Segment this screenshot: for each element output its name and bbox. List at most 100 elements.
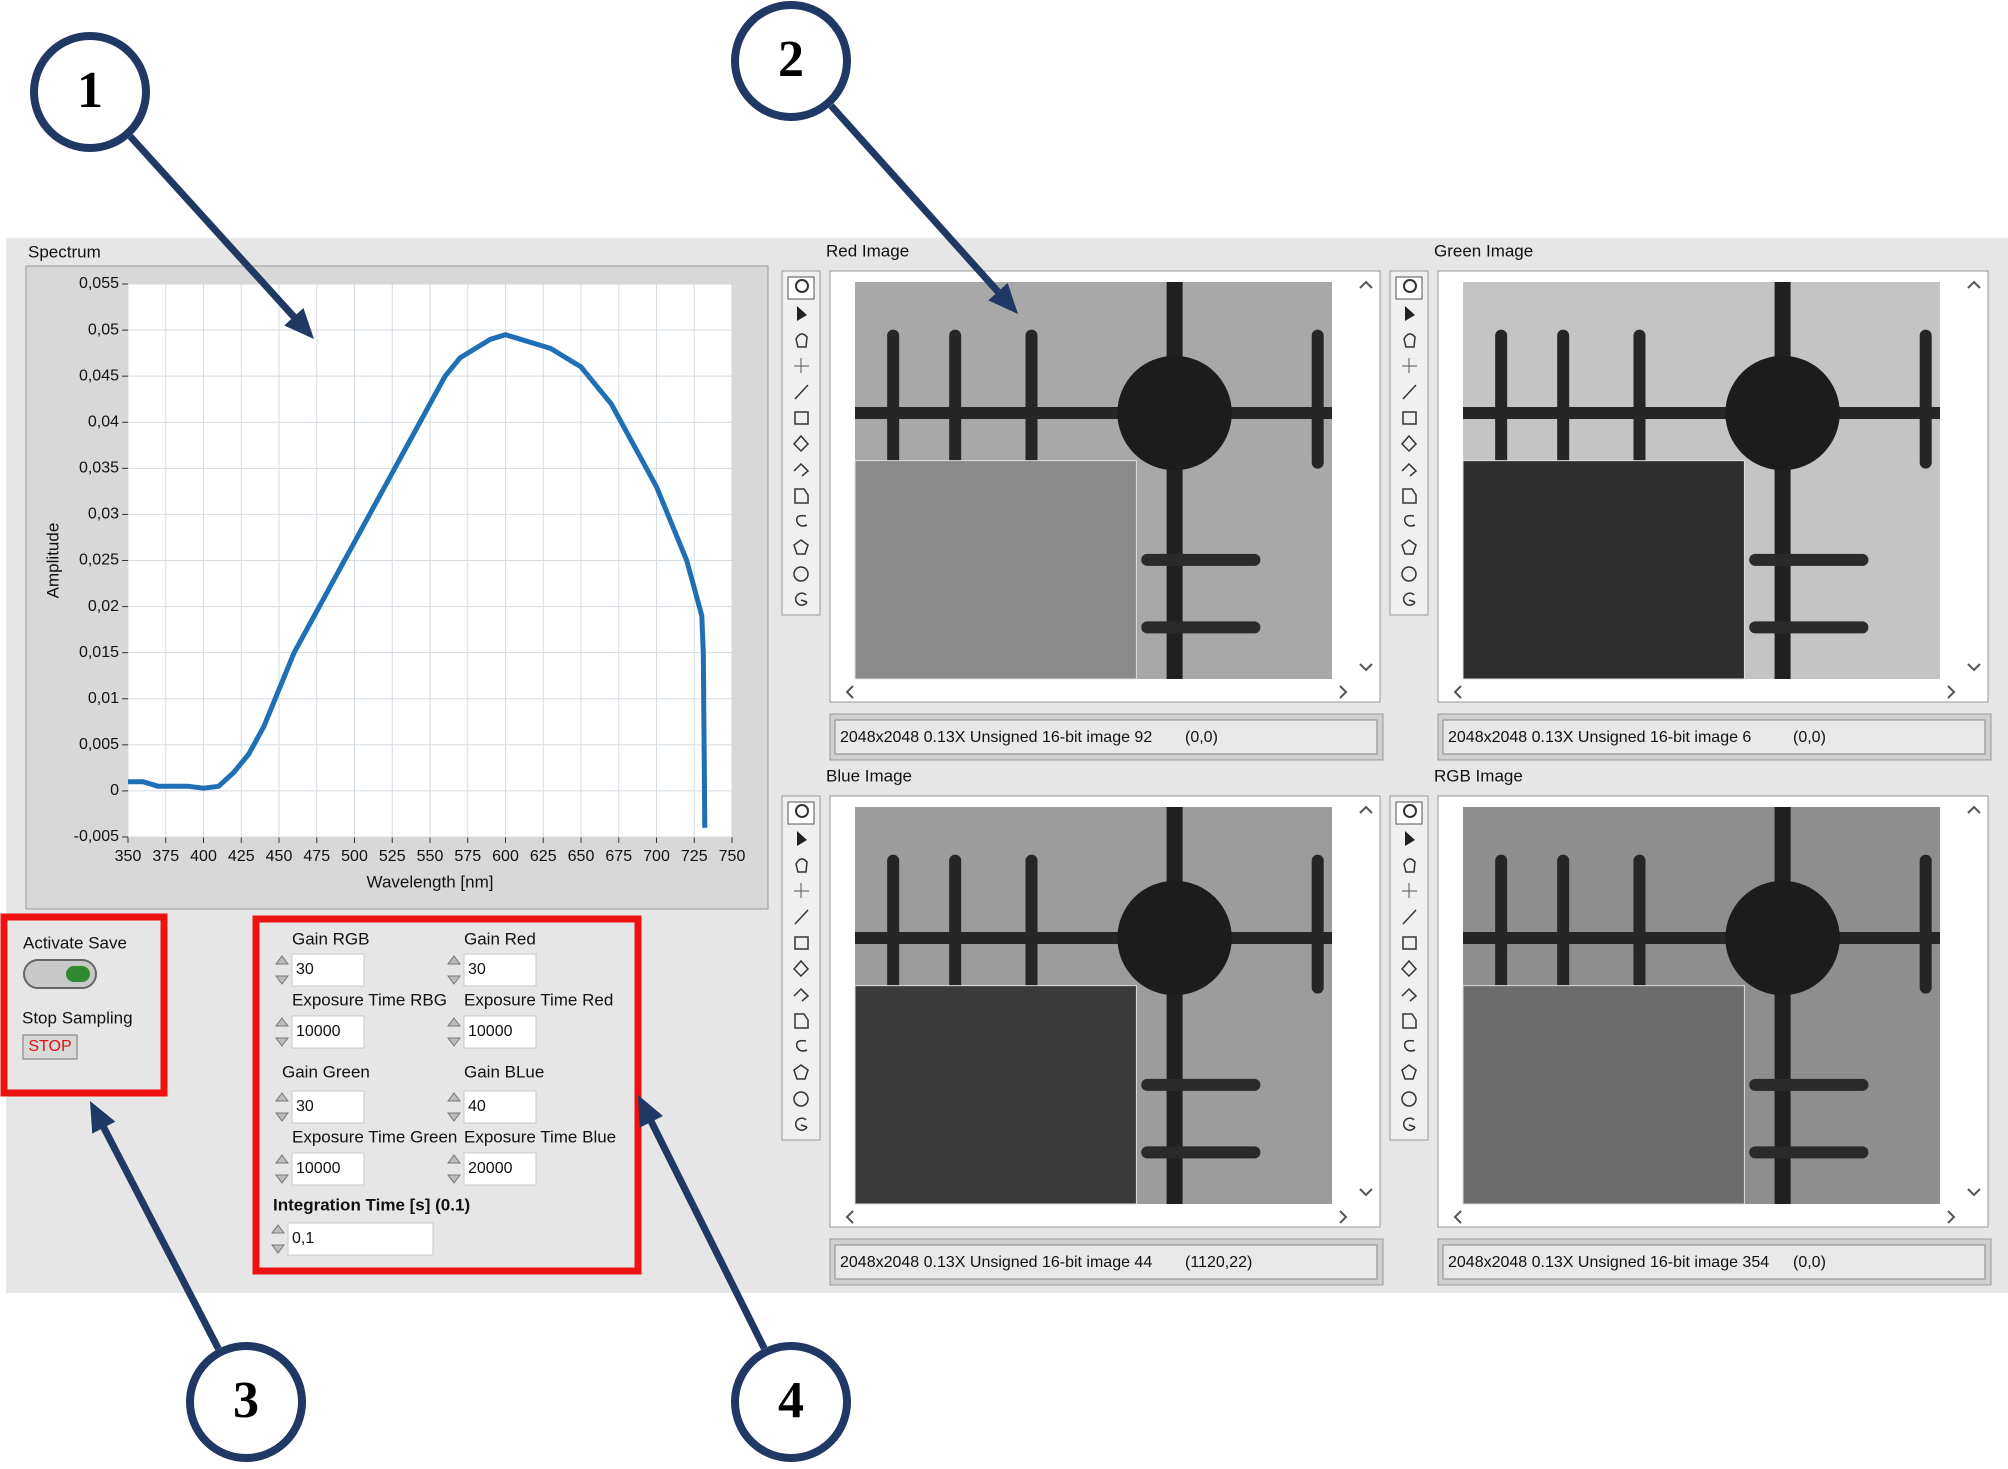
tool-button[interactable] [788, 407, 814, 429]
scroll-down[interactable] [1967, 1188, 1981, 1197]
image-tick [1141, 1146, 1261, 1159]
numeric-input[interactable] [291, 1015, 365, 1049]
spinner[interactable] [275, 1092, 289, 1122]
tool-button[interactable] [788, 854, 814, 876]
image-title: Green Image [1434, 241, 1533, 260]
numeric-input[interactable] [291, 1090, 365, 1124]
tool-button[interactable] [788, 1062, 814, 1084]
image-title: Blue Image [826, 766, 912, 785]
scroll-right[interactable] [1947, 685, 1956, 699]
scroll-left[interactable] [1453, 1210, 1462, 1224]
tool-button[interactable] [788, 511, 814, 533]
image-tick [1919, 854, 1932, 994]
scroll-down[interactable] [1359, 1188, 1373, 1197]
image-title: Red Image [826, 241, 909, 260]
image-horizontal-line [1463, 932, 1940, 945]
image-tick [1919, 329, 1932, 469]
numeric-input[interactable] [463, 1015, 537, 1049]
tool-button[interactable] [788, 563, 814, 585]
tool-icon [1401, 539, 1417, 555]
spinner[interactable] [275, 1154, 289, 1184]
tool-button[interactable] [788, 459, 814, 481]
tool-button[interactable] [788, 329, 814, 351]
tool-icon [794, 488, 809, 504]
image-dot [1725, 355, 1840, 471]
callout-circle [186, 1342, 306, 1462]
tool-button[interactable] [1396, 1036, 1422, 1058]
tool-button[interactable] [788, 984, 814, 1006]
status-bar [834, 1244, 1378, 1280]
spinner[interactable] [447, 1092, 461, 1122]
scroll-right[interactable] [1339, 685, 1348, 699]
tool-button[interactable] [1396, 984, 1422, 1006]
status-bar [1442, 719, 1986, 755]
numeric-input[interactable] [291, 953, 365, 987]
scroll-left[interactable] [845, 1210, 854, 1224]
scroll-down[interactable] [1967, 663, 1981, 672]
status-text: 2048x2048 0.13X Unsigned 16-bit image 44 [840, 1254, 1152, 1271]
tool-button[interactable] [1396, 407, 1422, 429]
scroll-up[interactable] [1359, 280, 1373, 289]
numeric-input[interactable] [463, 953, 537, 987]
tool-icon [795, 279, 809, 293]
tool-icon [1402, 883, 1417, 898]
stop-button[interactable] [22, 1034, 78, 1060]
tool-icon [794, 1117, 808, 1131]
x-tick-label: 400 [190, 848, 217, 865]
tool-icon [794, 592, 808, 606]
tool-icon [794, 1013, 809, 1029]
spinner[interactable] [447, 1154, 461, 1184]
x-tick-label: 500 [341, 848, 368, 865]
image-tick [1633, 329, 1646, 469]
tool-button[interactable] [788, 537, 814, 559]
scroll-up[interactable] [1359, 805, 1373, 814]
tool-button[interactable] [1396, 459, 1422, 481]
tool-button[interactable] [1396, 537, 1422, 559]
tool-button[interactable] [1396, 511, 1422, 533]
tool-button[interactable] [1396, 329, 1422, 351]
tool-button[interactable] [788, 1088, 814, 1110]
numeric-input[interactable] [463, 1152, 537, 1186]
tool-icon [1403, 279, 1417, 293]
scroll-up[interactable] [1967, 805, 1981, 814]
image-tick [887, 329, 900, 469]
scroll-left[interactable] [1453, 685, 1462, 699]
tool-button[interactable] [1396, 433, 1422, 455]
spinner[interactable] [447, 1017, 461, 1047]
scroll-right[interactable] [1947, 1210, 1956, 1224]
image [854, 282, 1332, 680]
spinner[interactable] [275, 955, 289, 985]
tool-button[interactable] [1396, 1088, 1422, 1110]
tool-button[interactable] [788, 958, 814, 980]
scroll-up[interactable] [1967, 280, 1981, 289]
image-sample [1462, 985, 1745, 1205]
tool-button[interactable] [1396, 958, 1422, 980]
spinner[interactable] [275, 1017, 289, 1047]
numeric-input[interactable] [287, 1222, 434, 1256]
callout-arrow [127, 134, 298, 321]
numeric-input[interactable] [291, 1152, 365, 1186]
tool-button[interactable] [1396, 932, 1422, 954]
numeric-input[interactable] [463, 1090, 537, 1124]
tool-button[interactable] [1396, 854, 1422, 876]
y-tick-label: 0,035 [79, 460, 119, 477]
scroll-left[interactable] [845, 685, 854, 699]
scroll-down[interactable] [1359, 663, 1373, 672]
tool-button[interactable] [788, 1036, 814, 1058]
scroll-right[interactable] [1339, 1210, 1348, 1224]
tool-icon [794, 883, 809, 898]
spinner[interactable] [271, 1224, 285, 1254]
toggle-led [66, 966, 90, 982]
tool-button[interactable] [788, 433, 814, 455]
spinner[interactable] [447, 955, 461, 985]
numeric-value: 30 [468, 961, 486, 978]
tool-button[interactable] [1396, 1062, 1422, 1084]
numeric-value: 10000 [296, 1160, 341, 1177]
y-tick-label: 0,02 [88, 598, 119, 615]
field-label: Gain RGB [292, 929, 369, 948]
tool-button[interactable] [788, 932, 814, 954]
x-tick-label: 350 [115, 848, 142, 865]
tool-button[interactable] [1396, 563, 1422, 585]
tool-icon [797, 306, 807, 321]
y-tick-label: 0,04 [88, 413, 119, 430]
